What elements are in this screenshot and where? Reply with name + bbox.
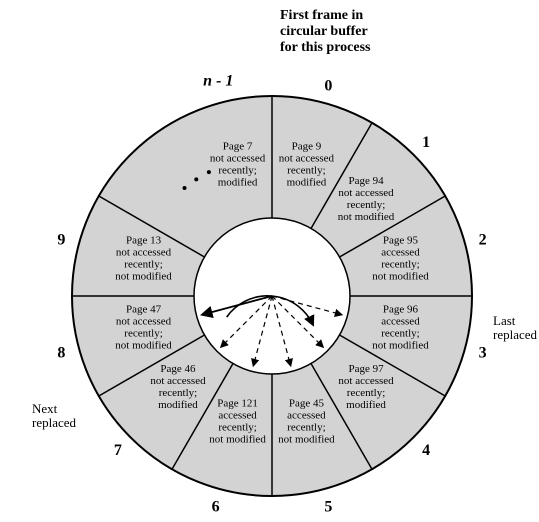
svg-text:modified: modified: [287, 177, 327, 189]
svg-text:not modified: not modified: [115, 340, 172, 352]
svg-text:Page 94: Page 94: [348, 175, 384, 187]
svg-text:accessed: accessed: [287, 409, 326, 421]
svg-text:Page 95: Page 95: [383, 234, 419, 246]
svg-text:not accessed: not accessed: [338, 187, 394, 199]
side-right-label: Last replaced: [493, 314, 537, 343]
svg-text:Page 121: Page 121: [217, 397, 258, 409]
svg-text:not accessed: not accessed: [116, 247, 172, 259]
svg-text:recently;: recently;: [218, 422, 256, 434]
svg-text:Page 7: Page 7: [223, 140, 253, 152]
svg-text:not modified: not modified: [209, 434, 266, 446]
svg-text:not accessed: not accessed: [210, 152, 266, 164]
svg-text:recently;: recently;: [381, 259, 419, 271]
frame-label-8: 8: [57, 344, 65, 361]
svg-text:accessed: accessed: [381, 247, 420, 259]
svg-text:recently;: recently;: [347, 199, 385, 211]
frame-label-0: 0: [324, 77, 332, 94]
frame-label-7: 7: [114, 442, 122, 459]
ellipsis-dot: [194, 177, 198, 181]
svg-text:recently;: recently;: [159, 387, 197, 399]
svg-text:recently;: recently;: [381, 327, 419, 339]
svg-text:modified: modified: [346, 399, 386, 411]
svg-text:Page 46: Page 46: [160, 363, 196, 375]
svg-text:accessed: accessed: [381, 315, 420, 327]
svg-text:accessed: accessed: [218, 409, 257, 421]
svg-text:not accessed: not accessed: [116, 315, 172, 327]
frame-label-1: 1: [422, 134, 430, 151]
frame-label-n-1: n - 1: [203, 73, 233, 90]
ellipsis-dot: [207, 170, 211, 174]
svg-text:not accessed: not accessed: [150, 375, 206, 387]
frame-label-6: 6: [212, 499, 220, 516]
diagram-title: First frame in circular buffer for this …: [280, 8, 370, 56]
frame-label-5: 5: [324, 499, 332, 516]
svg-text:recently;: recently;: [287, 422, 325, 434]
svg-text:not accessed: not accessed: [279, 152, 335, 164]
clock-diagram: Page 9not accessedrecently;modifiedPage …: [0, 0, 539, 522]
svg-text:not modified: not modified: [278, 434, 335, 446]
svg-text:not accessed: not accessed: [338, 375, 394, 387]
ellipsis-dot: [183, 186, 187, 190]
svg-text:recently;: recently;: [124, 327, 162, 339]
svg-text:modified: modified: [218, 177, 258, 189]
svg-text:Page 13: Page 13: [126, 234, 162, 246]
frame-label-3: 3: [479, 344, 487, 361]
svg-text:Page 96: Page 96: [383, 303, 419, 315]
svg-text:Page 97: Page 97: [348, 363, 384, 375]
svg-text:not modified: not modified: [338, 211, 395, 223]
svg-text:recently;: recently;: [124, 259, 162, 271]
frame-label-4: 4: [422, 442, 430, 459]
svg-text:not modified: not modified: [115, 271, 172, 283]
svg-text:modified: modified: [158, 399, 198, 411]
svg-text:recently;: recently;: [218, 165, 256, 177]
svg-text:recently;: recently;: [347, 387, 385, 399]
svg-text:not modified: not modified: [372, 271, 429, 283]
svg-text:Page 45: Page 45: [289, 397, 325, 409]
svg-text:recently;: recently;: [287, 165, 325, 177]
svg-text:not modified: not modified: [372, 340, 429, 352]
side-left-label: Next replaced: [32, 402, 76, 431]
svg-text:Page 47: Page 47: [126, 303, 162, 315]
frame-label-2: 2: [479, 232, 487, 249]
frame-label-9: 9: [57, 232, 65, 249]
svg-text:Page 9: Page 9: [292, 140, 322, 152]
